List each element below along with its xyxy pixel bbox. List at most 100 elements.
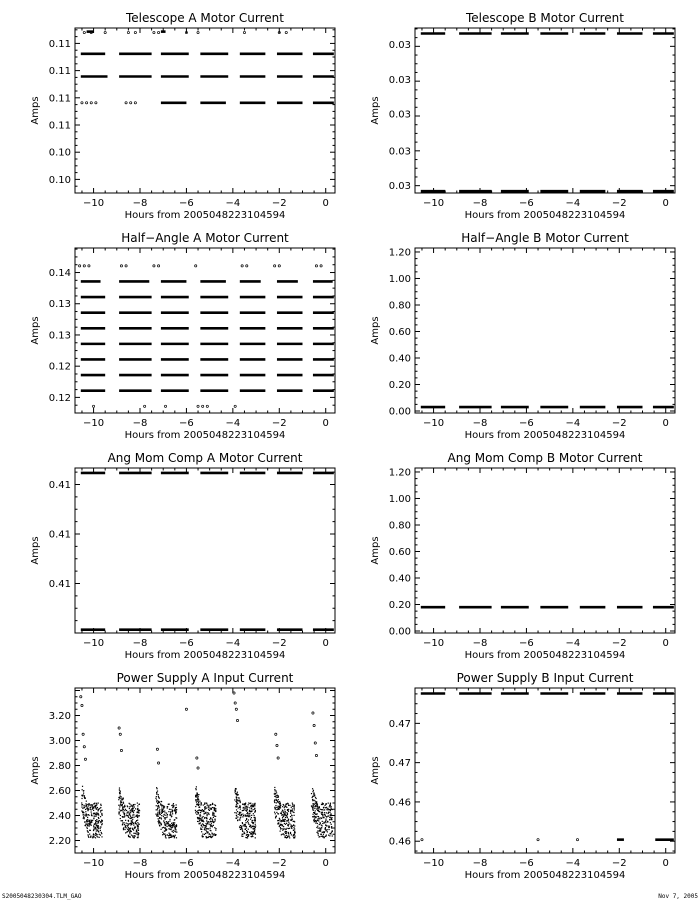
data-point	[82, 814, 84, 816]
data-point	[175, 811, 177, 814]
data-point	[275, 744, 279, 747]
data-point	[236, 801, 238, 803]
data-point	[137, 816, 139, 819]
data-point	[247, 806, 249, 808]
data-point	[157, 794, 159, 796]
data-point	[254, 826, 256, 828]
data-point	[158, 796, 160, 799]
data-point	[326, 816, 328, 818]
data-point	[324, 804, 326, 807]
data-point	[330, 826, 333, 828]
data-point	[234, 707, 238, 711]
data-point	[89, 833, 91, 835]
data-point	[82, 31, 86, 34]
data-point	[320, 827, 323, 829]
data-point	[119, 810, 121, 812]
data-point	[94, 834, 97, 836]
data-point	[130, 827, 132, 829]
data-point	[157, 820, 159, 823]
data-point	[212, 806, 214, 809]
data-point	[291, 805, 294, 807]
data-point	[197, 813, 199, 815]
data-point	[131, 827, 134, 829]
data-point	[291, 825, 293, 828]
data-point	[313, 792, 315, 794]
data-point	[327, 815, 329, 817]
data-point	[212, 835, 214, 837]
x-tick-label: −6	[179, 198, 194, 209]
data-point	[199, 806, 201, 808]
data-point	[137, 819, 139, 821]
data-point	[168, 823, 170, 825]
data-point	[252, 805, 255, 808]
y-tick-label: 1.00	[389, 494, 411, 505]
data-point	[325, 825, 328, 827]
data-point	[200, 802, 202, 804]
data-point	[198, 803, 200, 806]
data-point	[281, 833, 283, 835]
footer-filename: S2005048230304.TLM_GAO	[2, 893, 82, 900]
data-point	[159, 821, 161, 823]
data-point	[236, 811, 239, 813]
data-point	[195, 795, 197, 798]
data-point	[197, 811, 199, 814]
data-point	[312, 808, 314, 811]
data-point	[92, 813, 95, 815]
data-point	[155, 787, 158, 789]
data-point	[215, 828, 217, 830]
data-point	[97, 822, 99, 824]
data-point	[138, 803, 140, 806]
data-point	[283, 834, 285, 836]
data-point	[242, 809, 244, 812]
data-point	[161, 811, 164, 814]
data-point	[168, 808, 171, 810]
data-point	[128, 836, 131, 838]
data-point	[159, 817, 161, 819]
data-point	[101, 813, 103, 815]
data-point	[101, 812, 103, 815]
data-point	[158, 819, 160, 821]
data-point	[312, 800, 314, 802]
data-point	[130, 834, 133, 836]
data-point	[252, 819, 254, 822]
data-point	[248, 809, 251, 811]
data-point	[287, 823, 289, 825]
data-point	[213, 821, 215, 823]
data-point	[312, 791, 314, 793]
data-point	[200, 815, 202, 817]
data-point	[246, 837, 248, 839]
data-point	[156, 814, 158, 817]
data-point	[137, 810, 139, 812]
data-point	[194, 809, 197, 811]
data-point	[320, 824, 322, 826]
data-point	[291, 802, 293, 804]
data-point	[84, 821, 86, 823]
x-tick-label: −2	[612, 858, 627, 869]
data-point	[98, 820, 101, 822]
data-point	[127, 834, 130, 836]
data-point	[246, 815, 248, 817]
data-point	[173, 824, 176, 826]
data-point	[248, 802, 250, 804]
data-point	[319, 828, 321, 830]
data-point	[319, 264, 323, 268]
data-point	[157, 811, 159, 813]
data-point	[85, 813, 87, 815]
data-point	[125, 819, 127, 821]
data-point	[136, 814, 139, 816]
data-point	[322, 836, 324, 838]
data-point	[322, 833, 325, 835]
data-point	[234, 793, 237, 795]
data-point	[197, 800, 199, 802]
data-point	[310, 792, 313, 795]
data-point	[138, 809, 140, 811]
data-point	[160, 822, 162, 824]
data-point	[278, 805, 280, 808]
data-point	[208, 823, 210, 825]
data-point	[125, 824, 127, 826]
data-point	[86, 819, 88, 821]
data-point	[313, 811, 316, 814]
data-point	[250, 804, 253, 806]
data-point	[127, 816, 130, 818]
data-point	[165, 829, 167, 832]
